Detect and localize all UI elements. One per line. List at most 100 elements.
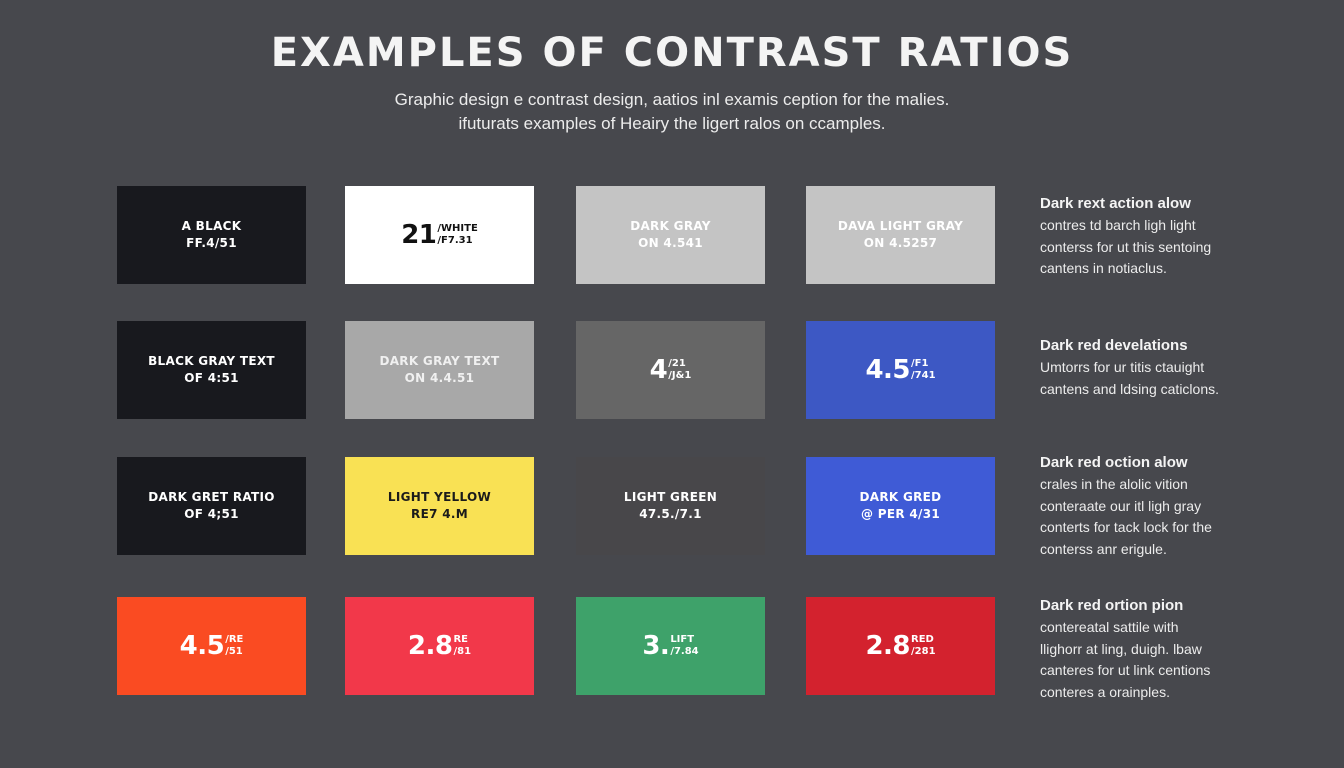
contrast-swatch: DAVA LIGHT GRAY ON 4.5257 [806,186,995,284]
swatch-ratio-text: ON 4.5257 [863,236,938,250]
swatch-label-line: DAVA LIGHT GRAY [837,219,964,233]
subtitle-line: Graphic design e contrast design, aatios… [394,90,950,109]
swatch-ratio-text: FF.4/51 [186,236,237,250]
swatch-label-line: DARK GRED [859,490,942,504]
swatch-label-line: BLACK GRAY TEXT [148,354,275,368]
contrast-swatch: 2.8 RED/281 [806,597,995,695]
swatch-label: LIGHT GREEN 47.5./7.1 [624,489,717,523]
ratio-fraction: /WHITE/F7.31 [437,223,477,247]
ratio-top: /21 [668,358,686,369]
swatch-label-line: DARK GRET RATIO [148,490,275,504]
ratio-top: /RE [225,634,244,645]
swatch-label-line: LIGHT YELLOW [387,490,492,504]
swatch-ratio-text: ON 4.4.51 [404,371,475,385]
ratio-fraction: RE/81 [453,634,471,658]
ratio-display: 2.8 RED/281 [865,631,935,661]
ratio-value: 4.5 [179,631,225,661]
description-line: contereatal sattile with [1040,619,1179,635]
ratio-value: 4.5 [865,355,911,385]
swatch-label: DARK GRAY ON 4.541 [630,218,711,252]
swatch-ratio-text: 47.5./7.1 [639,507,702,521]
description-heading: Dark red ortion pion [1040,597,1184,614]
contrast-swatch: LIGHT GREEN 47.5./7.1 [576,457,765,555]
description-line: conteres a orainples. [1040,683,1170,700]
ratio-display: 3. LIFT/7.84 [642,631,698,661]
contrast-swatch: DARK GRED @ PER 4/31 [806,457,995,555]
description-line: Umtorrs for ur titis ctauight [1040,359,1205,375]
swatch-ratio-text: RE7 4.M [411,507,468,521]
description-line: conterss for ut this sentoing [1040,238,1212,255]
description-line: canteres for ut link centions [1040,662,1211,678]
description-line: crales in the alolic vition [1040,476,1188,492]
row-description: Dark rext action alow contres td barch li… [1040,193,1320,280]
row-description: Dark red oction alow crales in the alolic… [1040,452,1320,560]
ratio-value: 21 [401,220,437,250]
ratio-value: 3. [642,631,670,661]
ratio-bottom: /51 [225,646,243,657]
ratio-bottom: /81 [453,646,472,657]
description-line: cantens in notiaclus. [1040,260,1167,276]
ratio-top: /F1 [911,358,929,369]
contrast-swatch: DARK GRET RATIO OF 4;51 [117,457,306,555]
ratio-fraction: /F1/741 [911,358,936,382]
contrast-swatch: DARK GRAY TEXT ON 4.4.51 [345,321,534,419]
ratio-display: 4/21/J&1 [650,355,692,385]
page-subtitle: Graphic design e contrast design, aatios… [0,88,1344,136]
subtitle-line: ifuturats examples of Heairy the ligert … [458,114,886,133]
description-line: conterss anr erigule. [1040,540,1167,557]
description-heading: Dark red develations [1040,337,1188,354]
swatch-label-line: A BLACK [181,219,242,233]
contrast-swatch: 2.8 RE/81 [345,597,534,695]
description-line: conterts for tack lock for the [1040,519,1212,535]
contrast-swatch: 4/21/J&1 [576,321,765,419]
ratio-bottom: /281 [911,646,936,657]
swatch-label: BLACK GRAY TEXT OF 4:51 [148,353,275,387]
contrast-swatch: 3. LIFT/7.84 [576,597,765,695]
swatch-label: DAVA LIGHT GRAY ON 4.5257 [838,218,963,252]
contrast-swatch: LIGHT YELLOW RE7 4.M [345,457,534,555]
ratio-fraction: RED/281 [911,634,936,658]
swatch-ratio-text: @ PER 4/31 [860,507,940,521]
contrast-swatch: 4.5/F1/741 [806,321,995,419]
ratio-value: 2.8 [865,631,911,661]
swatch-ratio-text: ON 4.541 [638,236,703,250]
swatch-label: DARK GRED @ PER 4/31 [860,489,942,523]
description-line: conteraate our itl ligh gray [1040,497,1202,514]
ratio-bottom: /7.84 [670,646,699,657]
ratio-value: 4 [649,355,668,385]
description-heading: Dark rext action alow [1040,195,1191,212]
row-description: Dark red ortion pion contereatal sattile … [1040,595,1320,703]
description-line: contres td barch ligh light [1040,217,1196,233]
contrast-swatch: A BLACK FF.4/51 [117,186,306,284]
contrast-swatch: DARK GRAY ON 4.541 [576,186,765,284]
contrast-swatch: 4.5/RE/51 [117,597,306,695]
ratio-display: 4.5/F1/741 [865,355,935,385]
ratio-display: 21/WHITE/F7.31 [401,220,478,250]
swatch-ratio-text: OF 4;51 [184,507,239,521]
ratio-fraction: LIFT/7.84 [670,634,698,658]
ratio-top: /WHITE [437,223,478,234]
ratio-bottom: /J&1 [668,370,692,381]
ratio-fraction: /RE/51 [225,634,243,658]
description-line: llighorr at ling, duigh. lbaw [1040,640,1202,657]
contrast-swatch: BLACK GRAY TEXT OF 4:51 [117,321,306,419]
swatch-ratio-text: OF 4:51 [184,371,239,385]
ratio-top: RE [453,634,469,645]
page-title: EXAMPLES OF CONTRAST RATIOS [270,30,1074,76]
ratio-display: 4.5/RE/51 [180,631,244,661]
row-description: Dark red develations Umtorrs for ur titis… [1040,335,1320,400]
ratio-bottom: /741 [911,370,936,381]
ratio-value: 2.8 [407,631,453,661]
swatch-label-line: DARK GRAY TEXT [379,354,500,368]
ratio-display: 2.8 RE/81 [408,631,471,661]
ratio-bottom: /F7.31 [437,235,473,246]
swatch-label-line: LIGHT GREEN [623,490,718,504]
description-line: cantens and ldsing caticlons. [1040,380,1219,397]
description-heading: Dark red oction alow [1040,454,1188,471]
swatch-label: A BLACK FF.4/51 [182,218,242,252]
ratio-top: RED [911,634,934,645]
swatch-label: DARK GRAY TEXT ON 4.4.51 [379,353,499,387]
contrast-swatch: 21/WHITE/F7.31 [345,186,534,284]
swatch-label: LIGHT YELLOW RE7 4.M [388,489,491,523]
swatch-label: DARK GRET RATIO OF 4;51 [148,489,275,523]
